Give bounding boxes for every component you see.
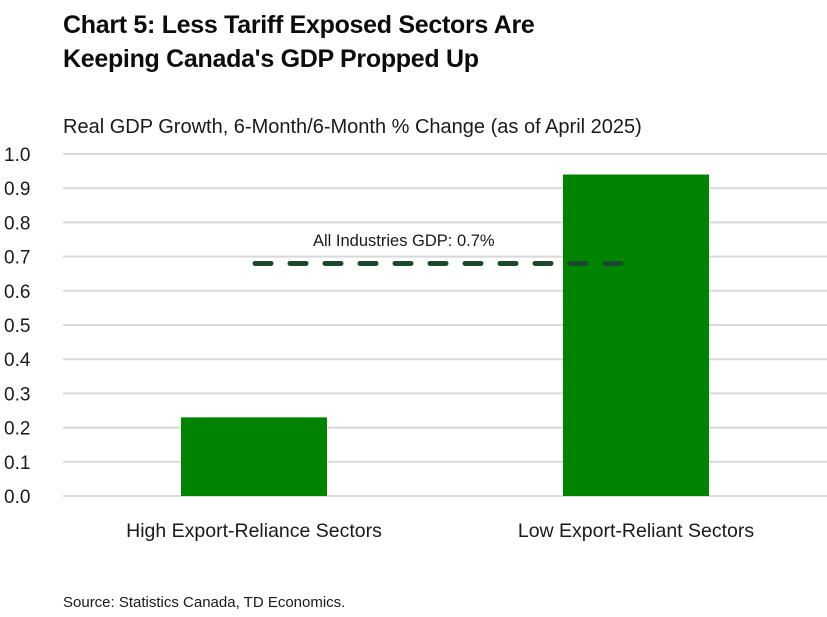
y-tick-label: 0.1 [4, 453, 30, 474]
x-category-label: Low Export-Reliant Sectors [518, 520, 755, 542]
chart-subtitle: Real GDP Growth, 6-Month/6-Month % Chang… [63, 116, 642, 138]
y-tick-label: 0.3 [4, 384, 30, 405]
gridlines [63, 153, 827, 497]
y-tick-label: 1.0 [4, 145, 30, 166]
chart-title-line-1: Chart 5: Less Tariff Exposed Sectors Are [63, 11, 535, 39]
y-tick-label: 0.6 [4, 282, 30, 303]
y-tick-label: 0.7 [4, 248, 30, 269]
source-note: Source: Statistics Canada, TD Economics. [63, 594, 346, 611]
reference-line-label: All Industries GDP: 0.7% [313, 232, 495, 250]
reference-line-group: All Industries GDP: 0.7% [252, 232, 625, 266]
bar-1 [181, 417, 327, 496]
y-tick-label: 0.8 [4, 213, 30, 234]
y-axis-ticks: 0.0 0.1 0.2 0.3 0.4 0.5 0.6 0.7 0.8 0.9 1.0 [4, 145, 31, 508]
y-tick-label: 0.4 [4, 350, 31, 371]
bar-2 [563, 174, 709, 496]
y-tick-label: 0.9 [4, 179, 30, 200]
y-tick-label: 0.0 [4, 487, 30, 508]
bars [181, 174, 709, 496]
chart-title: Chart 5: Less Tariff Exposed Sectors Are… [63, 8, 535, 76]
x-axis-labels: High Export-Reliance Sectors Low Export-R… [126, 520, 754, 542]
y-tick-label: 0.2 [4, 419, 30, 440]
y-tick-label: 0.5 [4, 316, 30, 337]
x-category-label: High Export-Reliance Sectors [126, 520, 382, 542]
chart-title-line-2: Keeping Canada's GDP Propped Up [63, 45, 479, 73]
